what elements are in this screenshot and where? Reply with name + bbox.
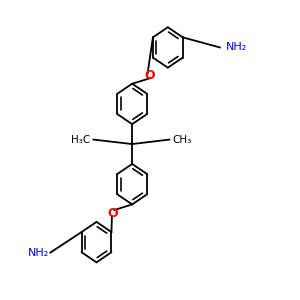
Text: O: O [107, 206, 118, 220]
Text: NH₂: NH₂ [226, 43, 247, 52]
Text: NH₂: NH₂ [28, 248, 49, 257]
Text: H₃C: H₃C [71, 135, 91, 145]
Text: O: O [145, 69, 155, 82]
Text: CH₃: CH₃ [172, 135, 191, 145]
